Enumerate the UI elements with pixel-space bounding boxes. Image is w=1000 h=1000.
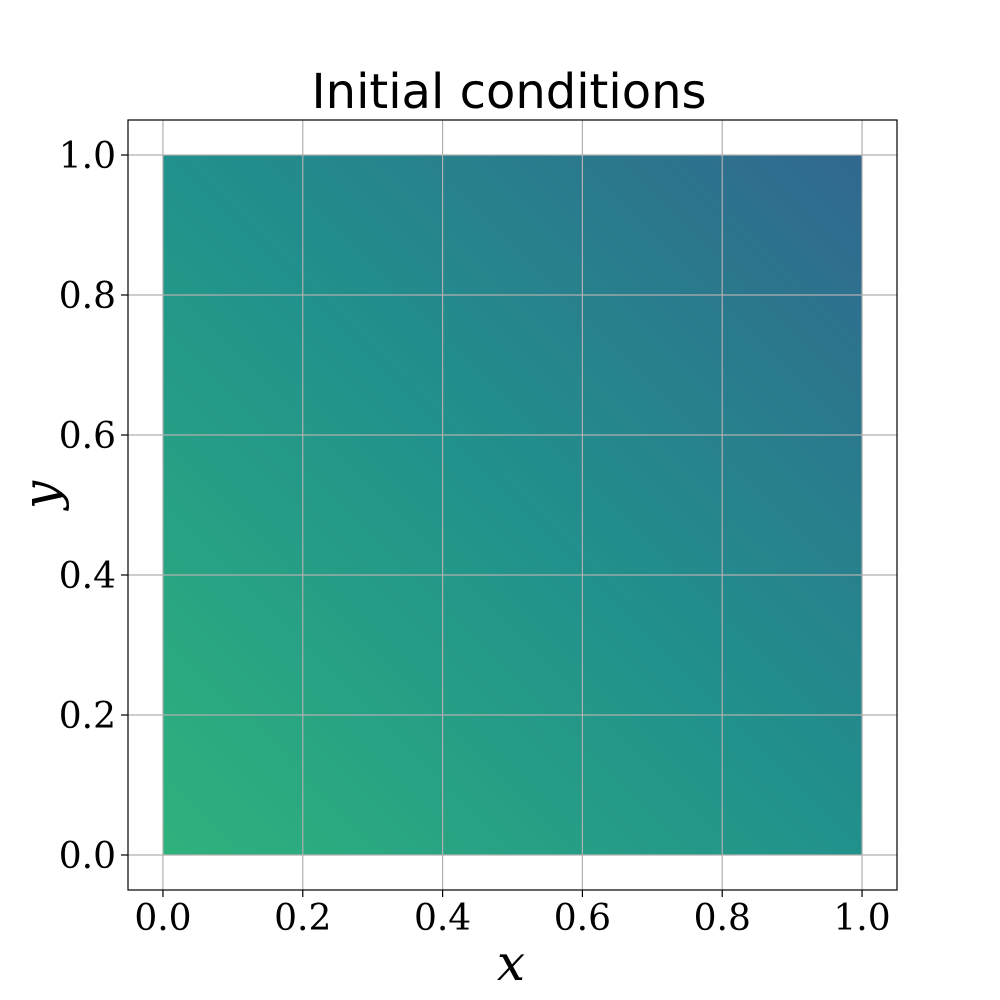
x-tick-label: 0.4	[414, 898, 471, 939]
y-axis-label: y	[12, 480, 70, 511]
x-tick-label: 0.2	[274, 898, 331, 939]
y-tick-label: 0.4	[59, 556, 116, 597]
y-tick-label: 1.0	[59, 136, 116, 177]
chart-title: Initial conditions	[311, 64, 706, 120]
x-tick-label: 1.0	[833, 898, 890, 939]
heatmap-field	[162, 155, 863, 855]
y-tick-label: 0.0	[59, 836, 116, 877]
y-tick-label: 0.2	[59, 696, 116, 737]
axes-frame	[127, 119, 898, 891]
y-tick-label: 0.8	[59, 276, 116, 317]
x-tick-label: 0.0	[134, 898, 191, 939]
x-axis-label: x	[497, 934, 525, 992]
plot-area: 0.0 0.2 0.4 0.6 0.8 1.0 0.0 0.2 0.4 0.6 0.8 1.0	[59, 119, 898, 939]
y-tick-label: 0.6	[59, 416, 116, 457]
x-tick-label: 0.8	[694, 898, 751, 939]
x-tick-label: 0.6	[554, 898, 611, 939]
